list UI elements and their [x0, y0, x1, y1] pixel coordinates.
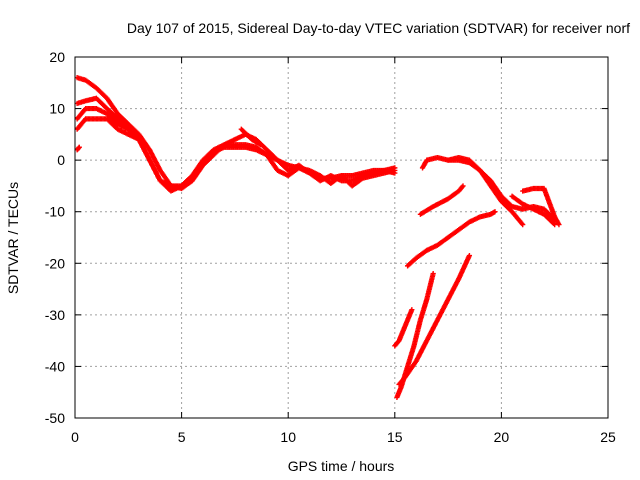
y-tick-label: 10: [49, 101, 65, 117]
x-axis-title: GPS time / hours: [288, 458, 395, 474]
x-tick-label: 10: [280, 429, 296, 445]
y-tick-label: 0: [57, 152, 65, 168]
y-tick-label: -10: [45, 204, 65, 220]
data-point: [392, 170, 398, 176]
x-tick-label: 15: [387, 429, 403, 445]
y-tick-label: -50: [45, 410, 65, 426]
x-tick-label: 0: [71, 429, 79, 445]
data-point: [409, 307, 415, 313]
data-series-15: [392, 307, 415, 349]
data-series-14: [394, 271, 436, 400]
y-tick-label: 20: [49, 49, 65, 65]
data-series-6: [238, 126, 264, 148]
y-axis-title: SDTVAR / TECUs: [5, 182, 21, 294]
data-point: [520, 222, 526, 228]
data-point: [125, 126, 131, 132]
data-series-12: [404, 209, 498, 269]
data-series-11: [417, 183, 466, 217]
data-series-13: [396, 252, 473, 388]
x-tick-label: 25: [600, 429, 616, 445]
plot-frame: [74, 56, 609, 419]
data-point: [430, 271, 436, 277]
y-tick-label: -30: [45, 307, 65, 323]
x-tick-label: 20: [494, 429, 510, 445]
data-point: [492, 209, 498, 215]
chart-title: Day 107 of 2015, Sidereal Day-to-day VTE…: [127, 20, 630, 36]
data-point: [75, 145, 82, 151]
grid: [75, 57, 608, 418]
data-point: [460, 183, 466, 189]
data-point: [459, 184, 465, 190]
data-point: [466, 252, 473, 259]
y-tick-label: -40: [45, 358, 65, 374]
data-point: [257, 142, 264, 148]
y-tick-label: -20: [45, 255, 65, 271]
x-tick-label: 5: [178, 429, 186, 445]
data-series-5: [74, 144, 82, 153]
data-series-10: [520, 185, 562, 228]
data-series-4: [74, 95, 131, 132]
data-series-8: [445, 154, 526, 228]
ticks: 0 5 10 15 20 25 -50 -40 -30 -20 -10 0 10 20: [45, 49, 616, 445]
data-point: [76, 144, 82, 150]
data-layer: [74, 75, 562, 400]
data-series-9: [509, 193, 558, 228]
data-point: [556, 222, 562, 228]
